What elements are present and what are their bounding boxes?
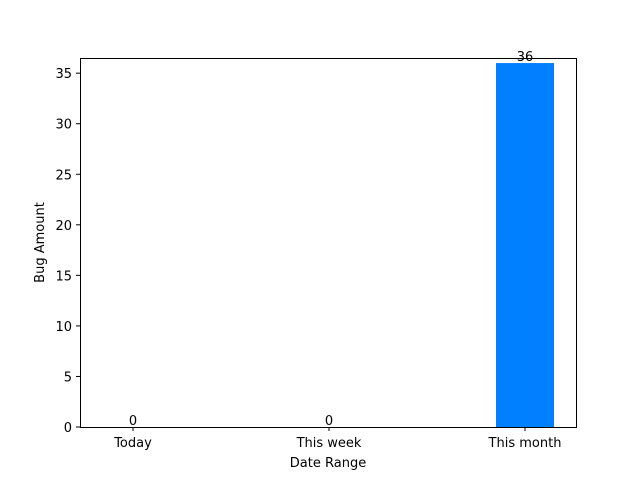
y-ticks-group: 0 5 10 15 20 25 30 35: [55, 67, 80, 436]
y-tick-label: 15: [55, 269, 72, 284]
data-label: 0: [129, 414, 137, 429]
y-tick-label: 5: [64, 370, 72, 385]
bar-this-month: [496, 63, 554, 427]
x-tick-label: This month: [488, 436, 562, 451]
x-axis-label: Date Range: [290, 456, 366, 471]
plot-area-frame: [80, 58, 577, 428]
data-labels-group: 0 0 36: [129, 50, 533, 429]
y-tick-label: 35: [55, 67, 72, 82]
y-tick-label: 10: [55, 320, 72, 335]
bars-group: [496, 63, 554, 427]
y-axis-label: Bug Amount: [33, 202, 48, 283]
x-tick-label: Today: [113, 436, 152, 451]
y-tick-label: 25: [55, 168, 72, 183]
data-label: 36: [517, 50, 534, 65]
x-tick-label: This week: [296, 436, 362, 451]
x-ticks-group: Today This week This month: [113, 427, 561, 451]
y-tick-label: 30: [55, 118, 72, 133]
y-tick-label: 20: [55, 219, 72, 234]
y-tick-label: 0: [64, 421, 72, 436]
data-label: 0: [325, 414, 333, 429]
